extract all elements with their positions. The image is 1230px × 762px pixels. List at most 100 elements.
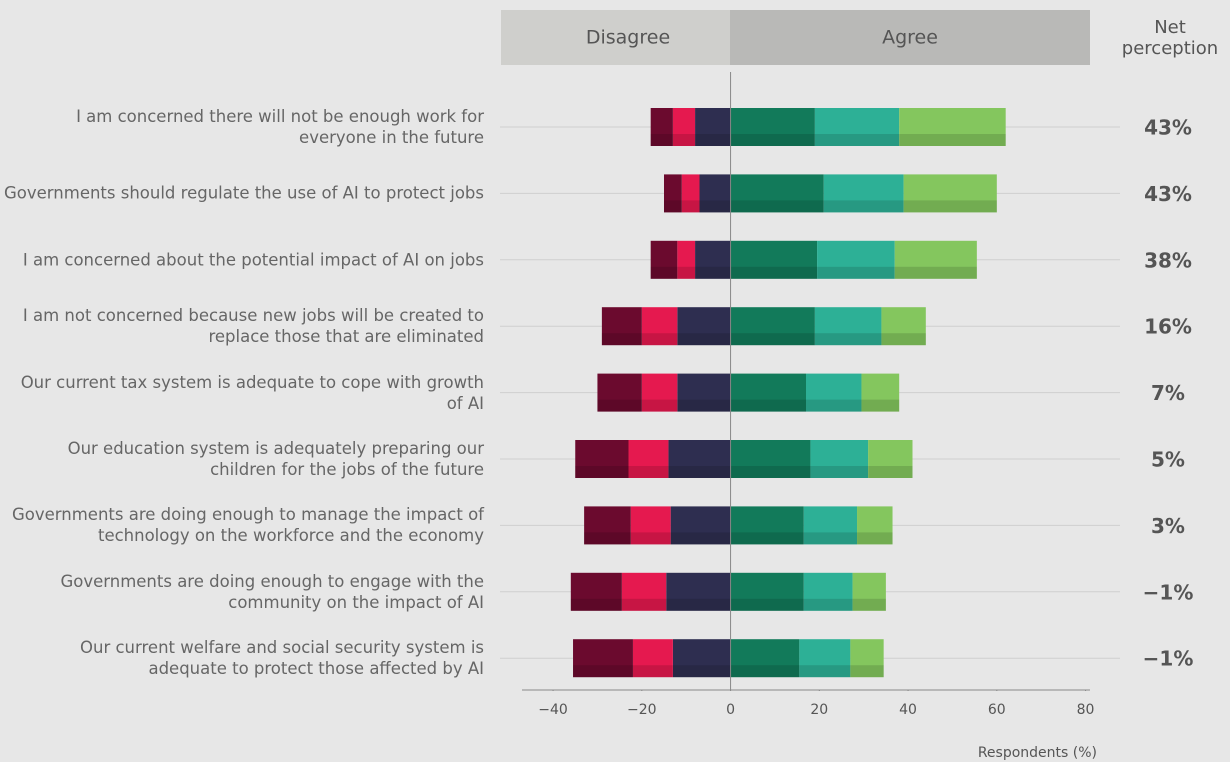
- bar: [695, 240, 731, 279]
- bar-shade: [641, 333, 678, 346]
- x-tick-label: 20: [810, 702, 828, 718]
- bar: [903, 174, 997, 213]
- bar: [668, 440, 731, 478]
- bar: [850, 639, 884, 678]
- bar-shade: [570, 598, 622, 611]
- bar-shade: [730, 266, 818, 279]
- bar: [881, 307, 926, 346]
- bar: [730, 307, 815, 346]
- bar: [810, 440, 869, 478]
- bar-shade: [650, 266, 678, 279]
- bar: [584, 506, 631, 545]
- bar-shade: [850, 665, 884, 678]
- x-tick-label: −20: [627, 702, 657, 718]
- bar: [823, 174, 904, 213]
- bar: [730, 440, 811, 478]
- bar: [672, 639, 731, 678]
- bar-shade: [803, 532, 858, 545]
- bar: [868, 440, 913, 478]
- bar: [677, 373, 731, 412]
- bar-shade: [695, 266, 731, 279]
- bar: [806, 373, 862, 412]
- bar-shade: [681, 200, 700, 213]
- bar-shade: [597, 399, 642, 412]
- header-band: [730, 10, 1090, 65]
- bar-shade: [817, 266, 895, 279]
- bar-shade: [823, 200, 904, 213]
- bar: [861, 373, 900, 412]
- x-tick-label: 60: [988, 702, 1006, 718]
- bar: [814, 307, 882, 346]
- bar-shade: [894, 266, 977, 279]
- bar-shade: [672, 665, 731, 678]
- bar: [677, 240, 696, 279]
- bar: [628, 440, 669, 478]
- bar-shade: [575, 466, 629, 478]
- bar-shade: [903, 200, 997, 213]
- bar: [803, 572, 853, 611]
- bar-shade: [730, 200, 824, 213]
- net-label: 3%: [1151, 514, 1185, 538]
- net-label: 38%: [1144, 248, 1192, 272]
- category-label: Our current welfare and social security …: [80, 638, 484, 679]
- net-label: 43%: [1144, 116, 1192, 140]
- bar-shade: [730, 134, 815, 146]
- bar: [730, 108, 815, 146]
- bar-shade: [628, 466, 669, 478]
- bar: [817, 240, 895, 279]
- bar: [899, 108, 1006, 146]
- category-label: I am concerned there will not be enough …: [76, 107, 484, 147]
- bar-shade: [899, 134, 1006, 146]
- bar-shade: [677, 333, 731, 346]
- category-label: Our current tax system is adequate to co…: [20, 372, 484, 413]
- bar-shade: [672, 134, 696, 146]
- category-label: I am concerned about the potential impac…: [22, 250, 484, 270]
- bar: [570, 572, 622, 611]
- category-label: Governments should regulate the use of A…: [4, 183, 484, 203]
- net-label: 43%: [1144, 182, 1192, 206]
- category-label: I am not concerned because new jobs will…: [22, 306, 484, 347]
- bar: [630, 506, 671, 545]
- bar: [730, 639, 800, 678]
- header-left: Disagree: [586, 27, 670, 49]
- bar-shade: [668, 466, 731, 478]
- bar-shade: [670, 532, 731, 545]
- bar-shade: [573, 665, 633, 678]
- bar: [666, 572, 731, 611]
- bar-shade: [868, 466, 913, 478]
- net-title: Net perception: [1122, 17, 1218, 59]
- bar: [857, 506, 893, 545]
- bar: [814, 108, 900, 146]
- bar-shade: [881, 333, 926, 346]
- net-label: 7%: [1151, 381, 1185, 405]
- bar-shade: [857, 532, 893, 545]
- bar: [601, 307, 642, 346]
- bar-shade: [799, 665, 851, 678]
- header-band: [501, 10, 730, 65]
- category-label: Governments are doing enough to engage w…: [60, 571, 484, 612]
- bar-shade: [730, 532, 804, 545]
- bar: [695, 108, 731, 146]
- x-tick-label: −40: [538, 702, 568, 718]
- bar-shade: [806, 399, 862, 412]
- bar-shade: [803, 598, 853, 611]
- bar-shade: [621, 598, 667, 611]
- category-label: Governments are doing enough to manage t…: [11, 505, 484, 546]
- bar-shade: [664, 200, 682, 213]
- bar-shade: [699, 200, 731, 213]
- bar: [641, 373, 678, 412]
- bar: [803, 506, 858, 545]
- bar: [632, 639, 673, 678]
- bar: [730, 572, 804, 611]
- bar: [799, 639, 851, 678]
- bar: [852, 572, 886, 611]
- bar: [621, 572, 667, 611]
- bar: [650, 108, 673, 146]
- bar: [677, 307, 731, 346]
- x-tick-label: 80: [1077, 702, 1095, 718]
- category-label: Our education system is adequately prepa…: [67, 439, 484, 479]
- net-label: −1%: [1143, 580, 1194, 604]
- bar-shade: [730, 466, 811, 478]
- bar-shade: [730, 665, 800, 678]
- bar-shade: [810, 466, 869, 478]
